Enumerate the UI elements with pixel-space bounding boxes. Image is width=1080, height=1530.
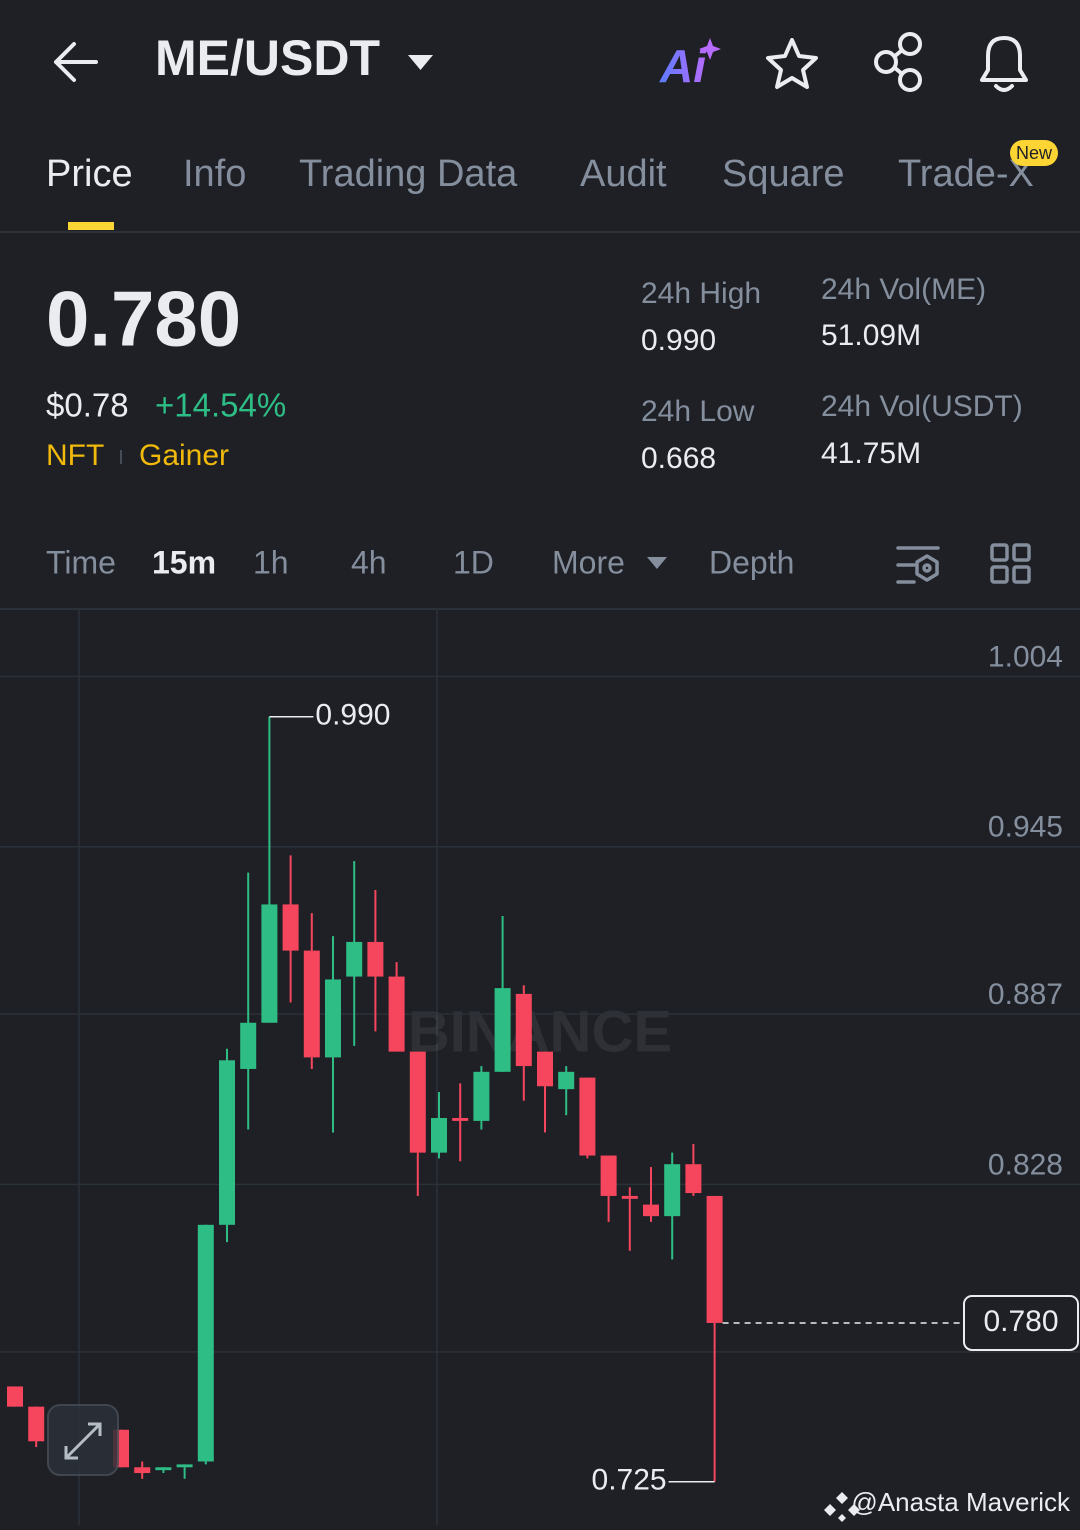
candle-body [452,1118,469,1121]
last-price-box [963,1294,1079,1351]
pair-title[interactable]: ME/USDT [155,30,380,86]
overlay: 0.990 0.725 0.780 @Anasta Maverick [47,699,1079,1522]
ai-button[interactable]: Ai [659,40,707,92]
last-price: 0.780 [46,275,241,363]
candle-body [473,1071,490,1121]
new-badge: New [1016,143,1053,163]
usd-price: $0.78 [46,387,129,424]
candle-body [643,1204,659,1217]
credit: @Anasta Maverick [851,1487,1071,1517]
candle-body [515,993,532,1067]
stat-value: 51.09M [821,319,921,352]
indicator-settings[interactable] [896,546,940,584]
candle-body [134,1467,151,1474]
last-price-label: 0.780 [983,1305,1058,1338]
candle-body [155,1467,172,1471]
tab[interactable]: Square [722,153,845,195]
candle-body [706,1195,723,1323]
candle-body [282,904,299,951]
tab[interactable]: Trading Data [299,153,518,195]
candle-body [431,1118,447,1153]
y-tick-label: 0.828 [988,1148,1063,1181]
candle-body [325,979,341,1058]
tab[interactable]: Price [46,153,133,195]
pair-caret[interactable] [408,55,433,70]
fullscreen-button[interactable] [47,1404,119,1476]
credit-logo [824,1492,860,1522]
candle-body [197,1224,214,1462]
interval-bar: Time 15m 1h 4h 1D More Depth [46,544,794,580]
stat-label: 24h Low [641,395,755,428]
tab[interactable]: Trade-X [898,153,1034,195]
interval[interactable]: More [552,544,625,580]
y-tick-label: 0.945 [988,811,1063,844]
candle-body [558,1071,575,1090]
tab-bar: Price Info Trading Data Audit Square Trade-X [46,153,1034,195]
candle-body [685,1164,702,1194]
interval[interactable]: 15m [152,544,216,580]
stat-value: 41.75M [821,437,921,470]
more-caret[interactable] [647,557,667,569]
fullscreen-icon [64,1422,102,1460]
interval[interactable]: 1D [453,544,494,580]
tag[interactable]: Gainer [139,439,229,472]
share-button[interactable] [874,32,922,92]
interval[interactable]: 4h [351,544,387,580]
candle-body [537,1051,553,1087]
y-tick-label: 1.004 [988,640,1063,673]
tab[interactable]: Info [183,153,246,195]
candle-body [7,1386,23,1407]
price-change: +14.54% [155,387,286,424]
candle-body [303,950,320,1058]
ai-sparkle [699,38,721,60]
candle-body [219,1060,235,1225]
candle-body [494,988,511,1072]
y-tick-label: 0.887 [988,978,1063,1011]
candle-body [346,941,363,977]
candle-body [28,1406,45,1442]
stat-value: 0.990 [641,324,716,357]
high-marker-label: 0.990 [315,699,390,732]
candle-body [367,941,384,977]
candle-body [261,904,278,1023]
interval[interactable]: 1h [253,544,289,580]
candle-body [409,1051,426,1153]
candle-body [176,1464,193,1468]
stat-label: 24h Vol(ME) [821,273,986,306]
interval[interactable]: Depth [709,544,794,580]
new-badge-bg [1010,140,1058,166]
candle-body [388,976,405,1052]
interval: Time [46,544,116,580]
candle-body [621,1195,638,1199]
low-marker-label: 0.725 [592,1464,667,1497]
candle-body [664,1164,681,1217]
tag[interactable]: NFT [46,439,104,472]
layout-settings[interactable] [990,543,1031,584]
candle-body [579,1077,596,1156]
back-button[interactable] [54,42,98,82]
stat-label: 24h Vol(USDT) [821,390,1023,423]
candle-body [240,1022,257,1069]
stat-label: 24h High [641,277,761,310]
tab[interactable]: Audit [580,153,667,195]
alert-button[interactable] [980,36,1028,92]
favorite-button[interactable] [766,38,818,89]
active-tab-indicator [68,222,114,230]
candle-body [600,1155,617,1196]
stat-value: 0.668 [641,442,716,475]
